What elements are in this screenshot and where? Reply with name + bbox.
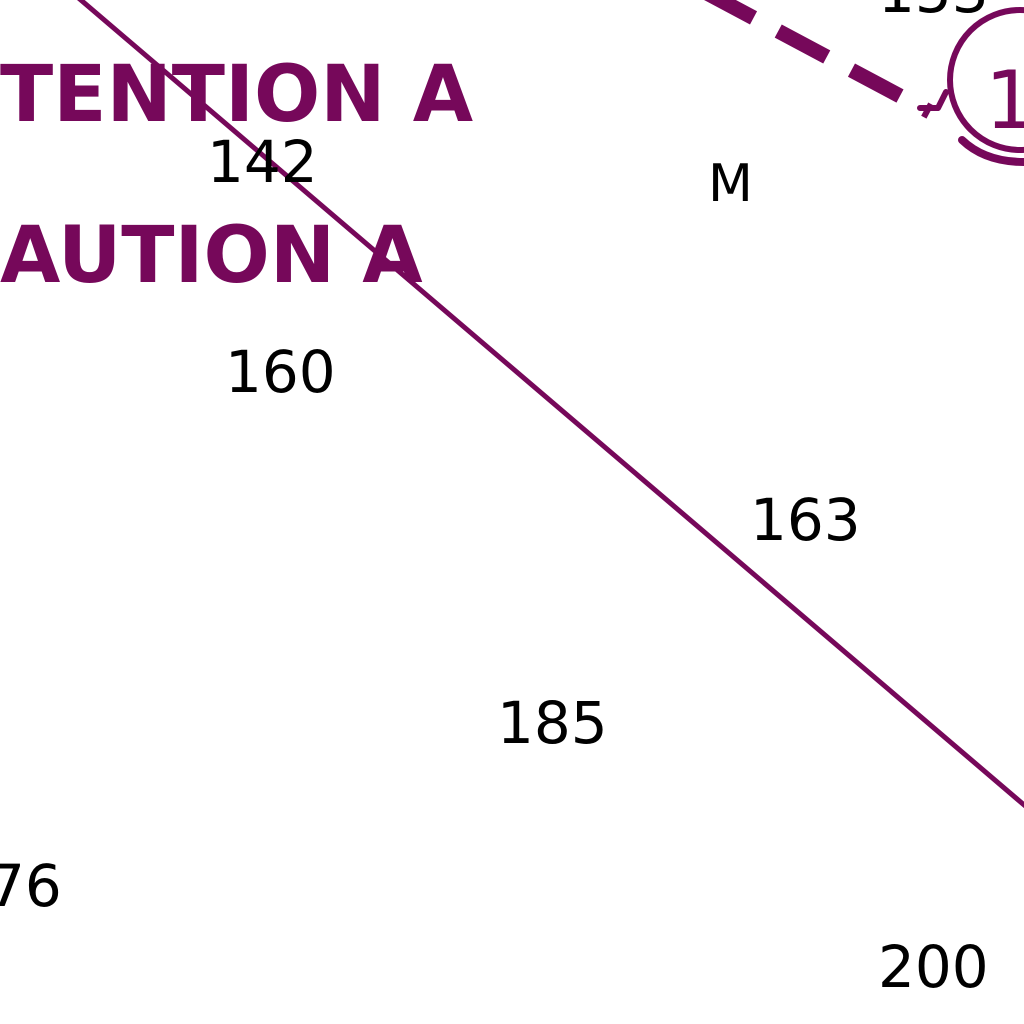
- waypoint-circle: [947, 7, 1024, 153]
- sounding-142: 142: [207, 128, 318, 196]
- sounding-163: 163: [750, 486, 861, 554]
- bottom-quality-mud: M: [708, 154, 753, 214]
- caution-label-bottom: AUTION A: [0, 211, 423, 301]
- caution-label-top: TENTION A: [0, 50, 473, 140]
- circled-waypoint: 1: [917, 7, 1024, 166]
- sounding-200: 200: [878, 933, 989, 1001]
- boundary-line: [77, 0, 1024, 809]
- waypoint-tick-icon: [917, 89, 949, 111]
- sounding-76: 76: [0, 852, 62, 920]
- sounding-153: 153: [878, 0, 989, 26]
- waypoint-number: 1: [985, 54, 1024, 147]
- arrow-tail-icon: [958, 136, 1024, 166]
- dashed-route-line: [704, 0, 934, 119]
- sounding-160: 160: [225, 338, 336, 406]
- sounding-185: 185: [497, 689, 608, 757]
